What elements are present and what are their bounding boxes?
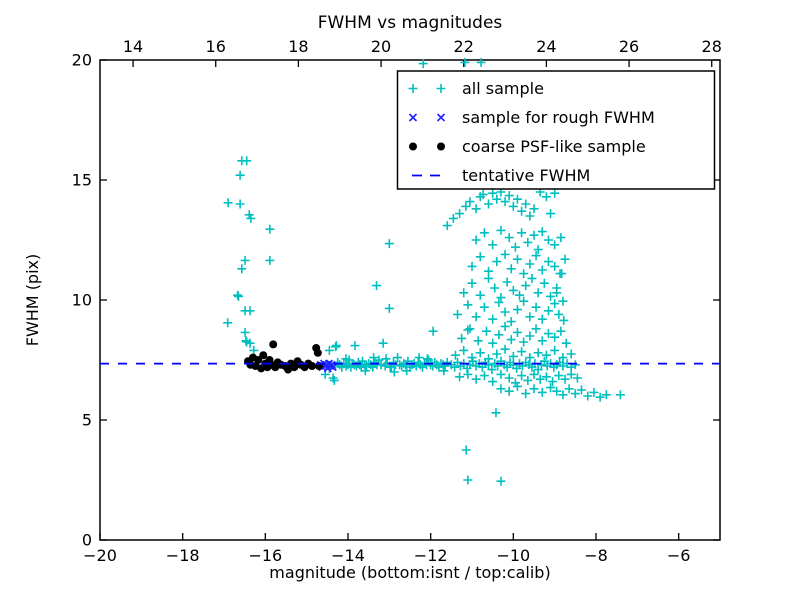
chart-title: FWHM vs magnitudes xyxy=(318,13,503,33)
y-tick-label: 10 xyxy=(72,291,92,310)
x-top-tick-label: 28 xyxy=(702,37,722,56)
series-x xyxy=(316,359,337,373)
y-axis-label: FWHM (pix) xyxy=(23,254,42,347)
series-dot xyxy=(243,340,324,374)
legend-item-label: all sample xyxy=(462,79,544,98)
x-bottom-tick-label: −18 xyxy=(166,546,200,565)
x-bottom-tick-label: −20 xyxy=(83,546,117,565)
legend-item: tentative FWHM xyxy=(412,166,590,185)
y-tick-label: 0 xyxy=(82,531,92,550)
x-top-tick-label: 26 xyxy=(619,37,639,56)
x-bottom-tick-label: −10 xyxy=(496,546,530,565)
legend-frame xyxy=(396,70,716,190)
x-top-tick-label: 22 xyxy=(454,37,474,56)
legend-item-label: coarse PSF-like sample xyxy=(462,137,646,156)
x-bottom-tick-label: −8 xyxy=(584,546,608,565)
legend-item: coarse PSF-like sample xyxy=(409,137,646,156)
legend-box: all sample sample for rough FWHM coarse PS… xyxy=(396,70,716,190)
axis-ticks xyxy=(99,59,720,541)
x-top-tick-label: 16 xyxy=(206,37,226,56)
x-bottom-tick-label: −14 xyxy=(331,546,365,565)
y-tick-label: 5 xyxy=(82,411,92,430)
x-top-tick-label: 24 xyxy=(536,37,556,56)
x-bottom-tick-label: −12 xyxy=(414,546,448,565)
x-top-tick-label: 18 xyxy=(288,37,308,56)
legend-item: sample for rough FWHM xyxy=(408,108,655,127)
legend-item-label: sample for rough FWHM xyxy=(462,108,655,127)
x-top-tick-label: 20 xyxy=(371,37,391,56)
x-axis-label: magnitude (bottom:isnt / top:calib) xyxy=(269,563,550,582)
legend-item: all sample xyxy=(408,79,544,98)
x-bottom-tick-label: −6 xyxy=(667,546,691,565)
x-bottom-tick-label: −16 xyxy=(248,546,282,565)
y-tick-label: 15 xyxy=(72,171,92,190)
x-top-tick-label: 14 xyxy=(123,37,143,56)
data-points xyxy=(223,57,625,486)
y-tick-label: 20 xyxy=(72,51,92,70)
legend-item-label: tentative FWHM xyxy=(462,166,590,185)
axis-tick-labels: −20 −18 −16 −14 −12 −10 −8 −6 14 16 18 20 22 24 26 28 0 5… xyxy=(72,37,722,565)
